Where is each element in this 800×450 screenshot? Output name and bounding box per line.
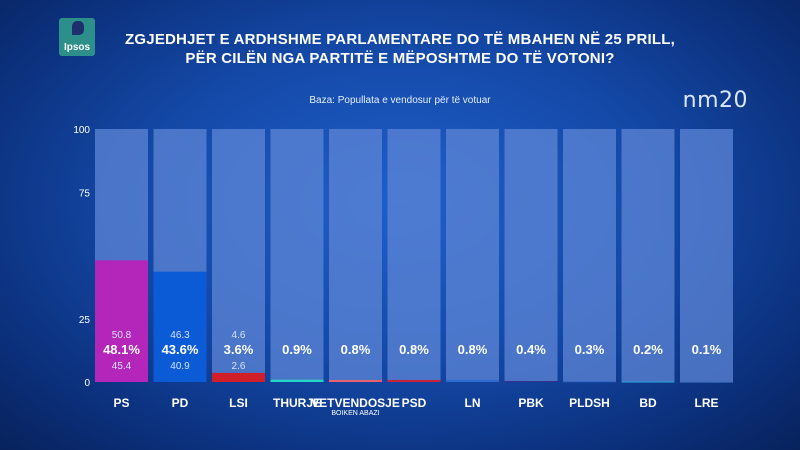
chart-title-line2: PËR CILËN NGA PARTITË E MËPOSHTME DO TË … xyxy=(185,50,615,67)
bar-track xyxy=(504,129,558,382)
bar-psd xyxy=(387,379,441,382)
category-label: VETVENDOSJE xyxy=(311,396,400,410)
value-label: 0.2% xyxy=(633,342,663,357)
chart-title-line1: ZGJEDHJET E ARDHSHME PARLAMENTARE DO TË … xyxy=(125,31,675,48)
bar-track xyxy=(563,129,616,382)
category-label: LN xyxy=(465,396,481,410)
value-label: 0.4% xyxy=(516,342,546,357)
category-label: LRE xyxy=(695,396,719,410)
lower-bound-label: 45.4 xyxy=(112,361,132,372)
ipsos-logo-text: Ipsos xyxy=(63,42,91,53)
value-label: 3.6% xyxy=(224,342,254,357)
y-tick-label: 75 xyxy=(79,188,91,199)
value-label: 0.8% xyxy=(458,342,488,357)
y-tick-label: 25 xyxy=(79,315,91,326)
value-label: 0.9% xyxy=(282,342,312,357)
bar-ln xyxy=(446,379,499,382)
bar-pldsh xyxy=(563,381,616,383)
value-label: 0.3% xyxy=(575,342,605,357)
bar-track xyxy=(387,129,441,382)
upper-bound-label: 4.6 xyxy=(232,330,246,341)
upper-bound-label: 50.8 xyxy=(112,330,132,341)
value-label: 43.6% xyxy=(162,342,199,357)
category-label: PLDSH xyxy=(569,396,610,410)
bar-track xyxy=(270,129,324,382)
lower-bound-label: 2.6 xyxy=(232,361,246,372)
category-label: PSD xyxy=(402,396,427,410)
ipsos-logo-mark xyxy=(72,21,84,35)
value-label: 0.8% xyxy=(399,342,429,357)
bar-ps xyxy=(95,260,148,382)
bar-track xyxy=(621,129,675,382)
bar-track xyxy=(446,129,499,382)
y-tick-label: 100 xyxy=(73,125,90,136)
category-label: PD xyxy=(172,396,189,410)
bar-track xyxy=(212,129,265,382)
category-label: THURJE xyxy=(273,396,321,410)
chart-subtitle: Baza: Popullata e vendosur për të votuar xyxy=(309,95,491,106)
bar-bd xyxy=(621,381,675,383)
chart-title: ZGJEDHJET E ARDHSHME PARLAMENTARE DO TË … xyxy=(120,30,680,68)
bar-pbk xyxy=(504,380,558,382)
bar-track xyxy=(329,129,382,382)
y-tick-label: 0 xyxy=(84,378,90,389)
bar-vetvendosje xyxy=(329,379,382,382)
bar-track xyxy=(680,129,733,382)
category-label: PBK xyxy=(518,396,544,410)
category-label: LSI xyxy=(229,396,248,410)
bar-lsi xyxy=(212,372,265,382)
upper-bound-label: 46.3 xyxy=(170,330,190,341)
value-label: 48.1% xyxy=(103,342,140,357)
category-sublabel: BOIKEN ABAZI xyxy=(331,410,379,417)
bar-thurje xyxy=(270,379,324,382)
bar-lre xyxy=(680,381,733,383)
brand-label: nm20 xyxy=(682,88,748,113)
category-label: BD xyxy=(639,396,657,410)
category-label: PS xyxy=(113,396,129,410)
lower-bound-label: 40.9 xyxy=(170,361,190,372)
ipsos-logo: Ipsos xyxy=(59,18,95,56)
bar-pd xyxy=(153,271,207,382)
value-label: 0.8% xyxy=(341,342,371,357)
value-label: 0.1% xyxy=(692,342,722,357)
